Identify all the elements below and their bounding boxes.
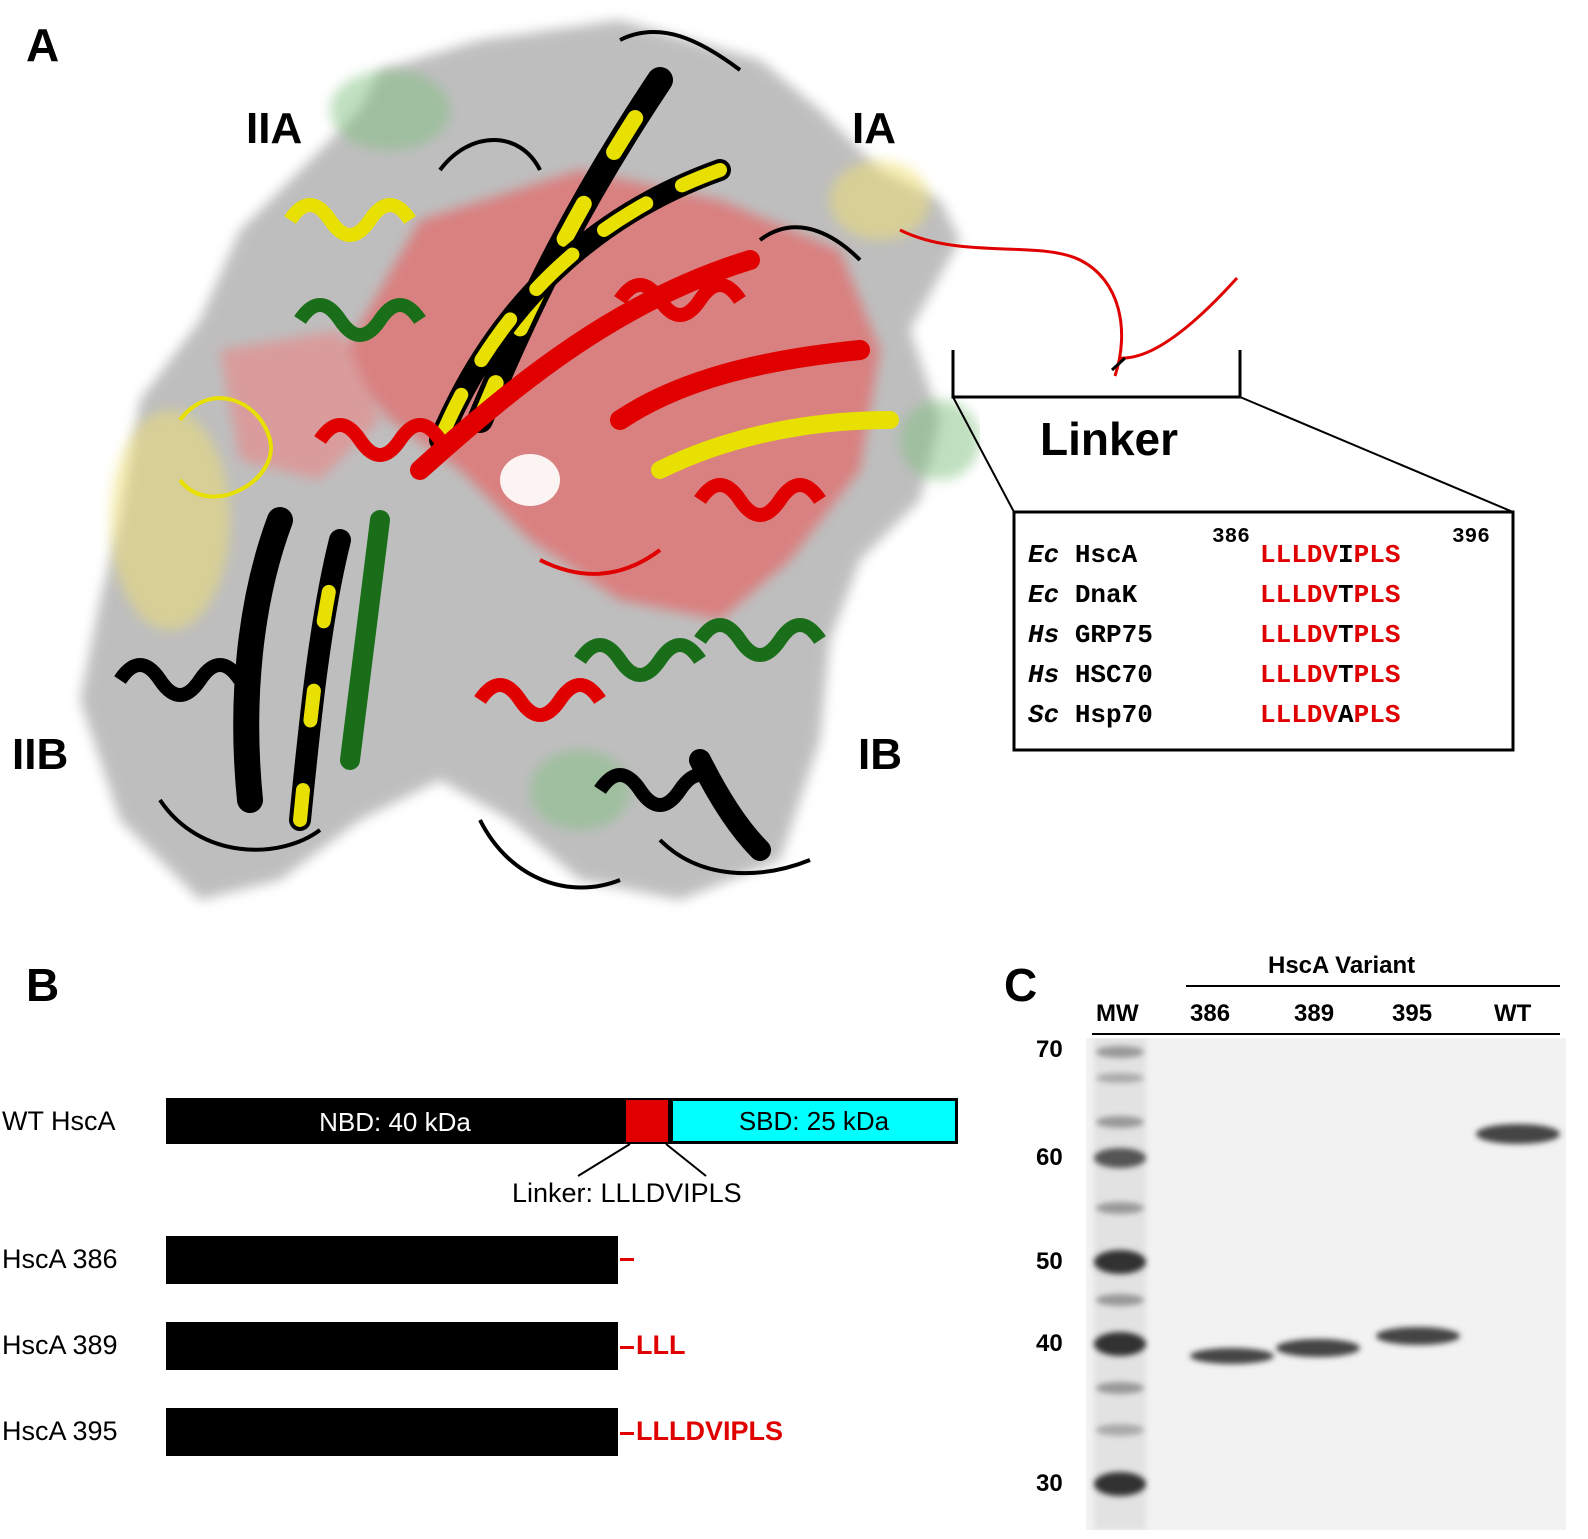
variant-label: HscA 389 — [2, 1330, 118, 1360]
seq-variable: T — [1338, 620, 1354, 650]
seq-conserved: PLS — [1353, 660, 1401, 690]
seq-variable: I — [1338, 540, 1354, 570]
protein: HSC70 — [1074, 660, 1153, 690]
panel-a-letter: A — [26, 19, 60, 71]
seq-conserved: PLS — [1353, 620, 1401, 650]
alignment-box: 386 396 Ec HscA LLLDVIPLS Ec DnaK LLLDVT… — [1014, 512, 1513, 750]
seq-conserved: LLLDV — [1260, 700, 1339, 730]
protein: Hsp70 — [1074, 700, 1153, 730]
alignment-end-number: 396 — [1452, 526, 1490, 549]
group-header-line — [1186, 985, 1560, 987]
lane-label-mw: MW — [1096, 1000, 1139, 1027]
domain-label-iib: IIB — [12, 730, 69, 779]
organism: Hs — [1028, 620, 1060, 650]
seq-conserved: LLLDV — [1260, 620, 1339, 650]
nbd-domain-bar: NBD: 40 kDa — [166, 1098, 624, 1144]
variant-tail-dash — [620, 1432, 634, 1435]
alignment-row: Sc Hsp70 — [1028, 700, 1153, 730]
domain-label-ib: IB — [858, 730, 902, 779]
alignment-seq: LLLDVAPLS — [1260, 700, 1400, 730]
wt-hsca-label: WT HscA — [2, 1106, 116, 1136]
variant-nbd-bar — [166, 1322, 618, 1370]
alignment-seq: LLLDVTPLS — [1260, 580, 1400, 610]
alignment-row: Ec HscA — [1028, 540, 1137, 570]
linker-pointer-lines — [577, 1143, 707, 1177]
sds-page-gel — [1086, 1038, 1566, 1530]
variant-tail-seq: LLLDVIPLS — [636, 1416, 783, 1446]
variant-tail-dash — [620, 1346, 634, 1349]
panel-b-letter: B — [26, 959, 60, 1011]
mw-marker-label: 70 — [1036, 1036, 1063, 1063]
seq-conserved: PLS — [1353, 700, 1401, 730]
protein: GRP75 — [1074, 620, 1153, 650]
seq-conserved: PLS — [1353, 540, 1401, 570]
organism: Ec — [1028, 540, 1060, 570]
protein: DnaK — [1074, 580, 1138, 610]
alignment-seq: LLLDVTPLS — [1260, 660, 1400, 690]
alignment-seq: LLLDVIPLS — [1260, 540, 1400, 570]
variant-nbd-bar — [166, 1236, 618, 1284]
variant-nbd-bar — [166, 1408, 618, 1456]
variant-tail-dash — [620, 1258, 634, 1261]
protein: HscA — [1074, 540, 1138, 570]
lane-header-line — [1092, 1033, 1560, 1035]
mw-marker-label: 30 — [1036, 1470, 1063, 1497]
seq-variable: T — [1338, 580, 1354, 610]
alignment-row: Ec DnaK — [1028, 580, 1137, 610]
seq-conserved: PLS — [1353, 580, 1401, 610]
seq-conserved: LLLDV — [1260, 540, 1339, 570]
lane-label-wt: WT — [1494, 1000, 1532, 1027]
protein-structure-image — [80, 20, 980, 900]
sbd-domain-bar: SBD: 25 kDa — [670, 1098, 958, 1144]
variant-label: HscA 386 — [2, 1244, 118, 1274]
seq-conserved: LLLDV — [1260, 580, 1339, 610]
lane-label: 386 — [1190, 1000, 1231, 1027]
mw-marker-label: 40 — [1036, 1330, 1063, 1357]
lane-label: 395 — [1392, 1000, 1433, 1027]
nbd-label: NBD: 40 kDa — [319, 1107, 471, 1137]
linker-callout-label: Linker: LLLDVIPLS — [512, 1178, 742, 1208]
alignment-seq: LLLDVTPLS — [1260, 620, 1400, 650]
mw-marker-label: 50 — [1036, 1248, 1063, 1275]
linker-domain-box — [624, 1098, 670, 1144]
organism: Hs — [1028, 660, 1060, 690]
seq-conserved: LLLDV — [1260, 660, 1339, 690]
mw-marker-label: 60 — [1036, 1144, 1063, 1171]
alignment-start-number: 386 — [1212, 526, 1250, 549]
organism: Sc — [1028, 700, 1060, 730]
group-header: HscA Variant — [1268, 952, 1416, 979]
alignment-row: Hs GRP75 — [1028, 620, 1153, 650]
domain-label-iia: IIA — [246, 104, 303, 153]
linker-label: Linker — [1040, 413, 1179, 465]
seq-variable: T — [1338, 660, 1354, 690]
variant-label: HscA 395 — [2, 1416, 118, 1446]
domain-label-ia: IA — [852, 104, 896, 153]
alignment-row: Hs HSC70 — [1028, 660, 1153, 690]
panel-c-letter: C — [1004, 959, 1038, 1011]
seq-variable: A — [1338, 700, 1354, 730]
lane-label: 389 — [1294, 1000, 1335, 1027]
variant-tail-seq: LLL — [636, 1330, 686, 1360]
sbd-label: SBD: 25 kDa — [738, 1106, 890, 1136]
organism: Ec — [1028, 580, 1060, 610]
